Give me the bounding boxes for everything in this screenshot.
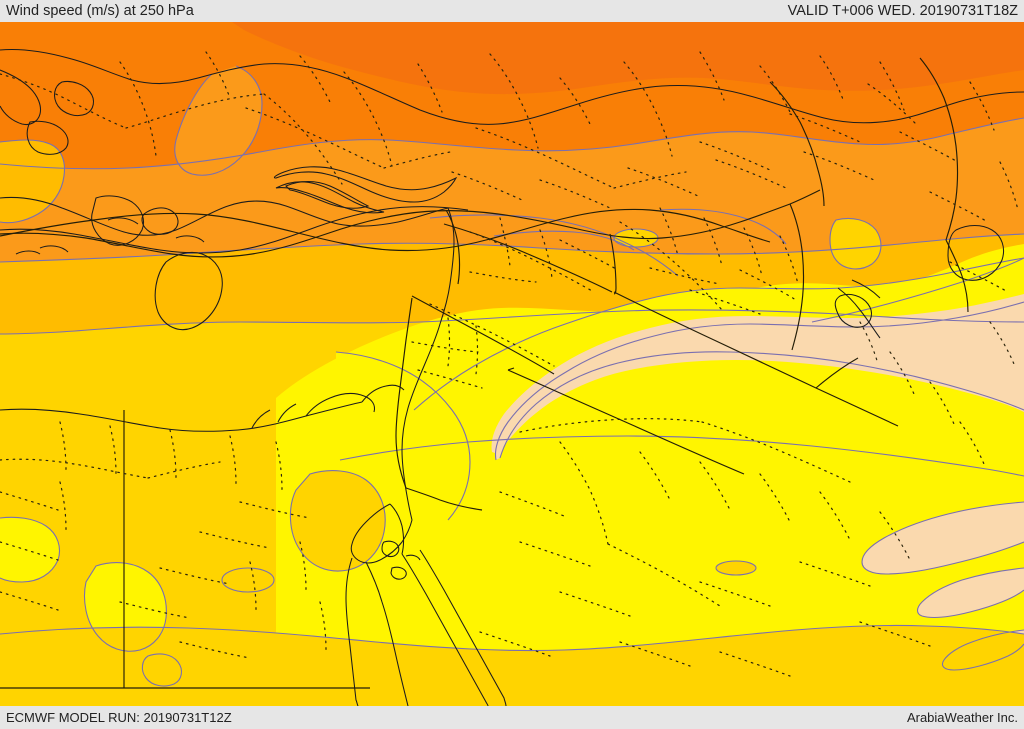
header-bar: Wind speed (m/s) at 250 hPa VALID T+006 … <box>0 0 1024 22</box>
fill-ellipse-yellow-3 <box>222 568 274 592</box>
fill-lobe-peach-right-b <box>917 568 1024 618</box>
fill-pocket-gold-egypt <box>290 470 386 572</box>
page-title: Wind speed (m/s) at 250 hPa <box>6 2 194 19</box>
provider-label: ArabiaWeather Inc. <box>906 710 1018 725</box>
footer-bar: ECMWF MODEL RUN: 20190731T12Z ArabiaWeat… <box>0 706 1024 729</box>
contour-lines <box>0 65 1024 687</box>
internal-borders-dotted <box>0 51 1019 677</box>
fill-band-15-20-south <box>0 625 1024 706</box>
model-run-label: ECMWF MODEL RUN: 20190731T12Z <box>6 710 232 725</box>
national-borders-solid <box>0 57 969 689</box>
fill-band-35-40 <box>232 22 1024 95</box>
fill-band-5-10-core <box>495 302 1024 460</box>
valid-time-label: VALID T+006 WED. 20190731T18Z <box>787 2 1018 19</box>
fill-ellipse-yellow-2 <box>716 561 756 575</box>
map-canvas[interactable] <box>0 22 1024 706</box>
coastlines <box>0 48 1024 706</box>
fill-lobe-peach-right-a <box>862 502 1024 574</box>
wind-speed-contour-map[interactable] <box>0 22 1024 706</box>
fill-pocket-yellow-c <box>0 517 60 582</box>
fill-pocket-gold-iran <box>830 218 881 269</box>
fill-lobe-aegean <box>0 140 65 223</box>
